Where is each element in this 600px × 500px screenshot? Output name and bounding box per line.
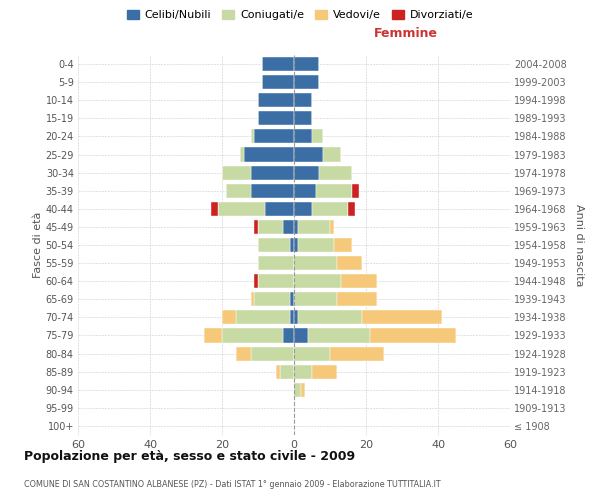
- Bar: [236, 310, 290, 324]
- Bar: [290, 238, 294, 252]
- Bar: [334, 238, 352, 252]
- Text: Popolazione per età, sesso e stato civile - 2009: Popolazione per età, sesso e stato civil…: [24, 450, 355, 463]
- Bar: [352, 184, 359, 198]
- Bar: [254, 274, 258, 288]
- Bar: [294, 57, 319, 71]
- Bar: [312, 130, 323, 143]
- Bar: [254, 130, 294, 143]
- Bar: [294, 364, 312, 378]
- Bar: [316, 184, 352, 198]
- Bar: [294, 382, 301, 397]
- Bar: [294, 310, 298, 324]
- Bar: [330, 346, 384, 360]
- Bar: [240, 148, 244, 162]
- Bar: [258, 274, 294, 288]
- Bar: [280, 364, 294, 378]
- Bar: [341, 274, 377, 288]
- Bar: [251, 346, 294, 360]
- Text: COMUNE DI SAN COSTANTINO ALBANESE (PZ) - Dati ISTAT 1° gennaio 2009 - Elaborazio: COMUNE DI SAN COSTANTINO ALBANESE (PZ) -…: [24, 480, 440, 489]
- Bar: [258, 220, 283, 234]
- Bar: [294, 93, 312, 108]
- Bar: [294, 148, 323, 162]
- Bar: [337, 256, 362, 270]
- Bar: [218, 202, 265, 216]
- Bar: [294, 166, 319, 179]
- Bar: [251, 184, 294, 198]
- Bar: [258, 238, 290, 252]
- Bar: [262, 57, 294, 71]
- Bar: [323, 148, 341, 162]
- Bar: [262, 75, 294, 89]
- Bar: [308, 328, 370, 342]
- Bar: [251, 130, 254, 143]
- Bar: [251, 166, 294, 179]
- Bar: [362, 310, 442, 324]
- Bar: [294, 274, 341, 288]
- Bar: [283, 328, 294, 342]
- Bar: [294, 75, 319, 89]
- Y-axis label: Fasce di età: Fasce di età: [32, 212, 43, 278]
- Bar: [294, 256, 337, 270]
- Bar: [312, 202, 348, 216]
- Bar: [290, 310, 294, 324]
- Bar: [251, 292, 254, 306]
- Bar: [244, 148, 294, 162]
- Bar: [298, 238, 334, 252]
- Bar: [294, 202, 312, 216]
- Bar: [265, 202, 294, 216]
- Bar: [294, 184, 316, 198]
- Bar: [298, 220, 330, 234]
- Bar: [301, 382, 305, 397]
- Bar: [294, 328, 308, 342]
- Bar: [294, 292, 337, 306]
- Bar: [258, 93, 294, 108]
- Bar: [258, 256, 294, 270]
- Y-axis label: Anni di nascita: Anni di nascita: [574, 204, 584, 286]
- Bar: [222, 310, 236, 324]
- Bar: [276, 364, 280, 378]
- Bar: [258, 112, 294, 126]
- Legend: Celibi/Nubili, Coniugati/e, Vedovi/e, Divorziati/e: Celibi/Nubili, Coniugati/e, Vedovi/e, Di…: [122, 6, 478, 25]
- Bar: [283, 220, 294, 234]
- Bar: [290, 292, 294, 306]
- Bar: [370, 328, 456, 342]
- Bar: [294, 220, 298, 234]
- Bar: [294, 130, 312, 143]
- Bar: [222, 328, 283, 342]
- Bar: [298, 310, 362, 324]
- Bar: [348, 202, 355, 216]
- Bar: [294, 346, 330, 360]
- Bar: [254, 220, 258, 234]
- Bar: [337, 292, 377, 306]
- Bar: [226, 184, 251, 198]
- Bar: [236, 346, 251, 360]
- Text: Femmine: Femmine: [374, 27, 439, 40]
- Bar: [204, 328, 222, 342]
- Bar: [312, 364, 337, 378]
- Bar: [294, 112, 312, 126]
- Bar: [211, 202, 218, 216]
- Bar: [254, 292, 290, 306]
- Bar: [319, 166, 352, 179]
- Bar: [294, 238, 298, 252]
- Bar: [222, 166, 251, 179]
- Bar: [330, 220, 334, 234]
